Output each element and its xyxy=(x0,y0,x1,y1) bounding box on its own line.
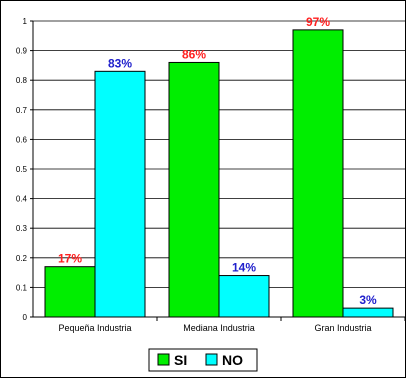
x-category-label: Gran Industria xyxy=(314,323,371,333)
y-tick-label: 0 xyxy=(23,313,28,322)
data-label-no-1: 83% xyxy=(108,56,132,70)
data-label-si-2: 86% xyxy=(182,47,206,61)
y-tick-label: 0.5 xyxy=(16,165,28,174)
y-tick-label: 0.4 xyxy=(16,195,28,204)
data-label-no-3: 3% xyxy=(359,293,377,307)
bar-no-2 xyxy=(218,275,270,318)
y-tick-label: 0.9 xyxy=(16,47,28,56)
bar-no-1 xyxy=(94,70,146,318)
legend-swatch-si xyxy=(157,353,170,366)
data-label-si-3: 97% xyxy=(306,15,330,29)
bar-si-2 xyxy=(168,61,220,318)
legend: SI NO xyxy=(148,348,258,372)
y-tick-label: 0.3 xyxy=(16,224,28,233)
y-tick-label: 0.6 xyxy=(16,135,28,144)
legend-label-no: NO xyxy=(222,352,243,368)
y-tick-label: 0.1 xyxy=(16,283,28,292)
y-tick-label: 0.2 xyxy=(16,254,28,263)
legend-box xyxy=(148,348,258,372)
legend-swatch-no xyxy=(205,353,218,366)
bars xyxy=(44,29,394,318)
data-labels: 17% 83% 86% 14% 97% 3% xyxy=(58,15,377,307)
x-category-label: Mediana Industria xyxy=(183,323,255,333)
y-tick-label: 1 xyxy=(23,17,28,26)
y-tick-label: 0.7 xyxy=(16,106,28,115)
data-label-no-2: 14% xyxy=(232,261,256,275)
y-axis: 0 0.1 0.2 0.3 0.4 0.5 0.6 0.7 0.8 0.9 1 xyxy=(16,17,34,322)
data-label-si-1: 17% xyxy=(58,252,82,266)
x-category-label: Pequeña Industria xyxy=(58,323,131,333)
bar-si-3 xyxy=(292,29,344,318)
x-axis: Pequeña Industria Mediana Industria Gran I… xyxy=(33,316,406,333)
y-tick-label: 0.8 xyxy=(16,76,28,85)
bar-si-1 xyxy=(44,266,96,318)
bar-no-3 xyxy=(342,307,394,318)
legend-label-si: SI xyxy=(174,352,187,368)
